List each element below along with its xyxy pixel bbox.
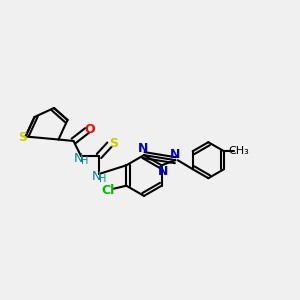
Text: N: N bbox=[91, 170, 101, 183]
Text: S: S bbox=[109, 137, 118, 150]
Text: H: H bbox=[81, 156, 88, 167]
Text: O: O bbox=[85, 123, 95, 136]
Text: N: N bbox=[170, 148, 181, 161]
Text: N: N bbox=[73, 152, 83, 165]
Text: Cl: Cl bbox=[102, 184, 115, 197]
Text: N: N bbox=[158, 165, 168, 178]
Text: H: H bbox=[99, 174, 106, 184]
Text: S: S bbox=[18, 131, 27, 144]
Text: N: N bbox=[138, 142, 148, 155]
Text: CH₃: CH₃ bbox=[228, 146, 249, 156]
